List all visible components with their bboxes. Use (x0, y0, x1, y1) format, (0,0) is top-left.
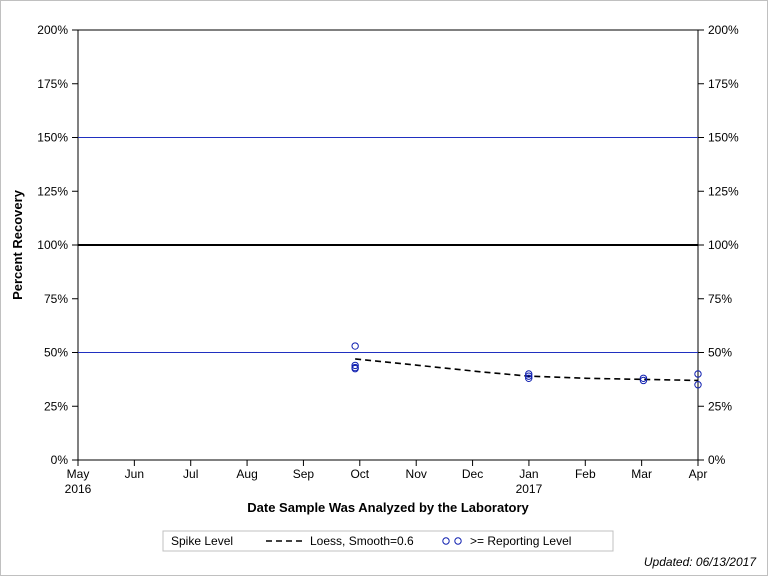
ytick-label-right: 200% (708, 23, 739, 37)
ytick-label-right: 75% (708, 292, 732, 306)
updated-text: Updated: 06/13/2017 (644, 555, 757, 569)
chart-container: 0% 0% 25% 25% 50% 50% 75% 75% 100% 100% 125% 125% 15… (0, 0, 768, 576)
legend-spike-label: Spike Level (171, 534, 233, 548)
ytick-label: 150% (37, 131, 68, 145)
ytick-label-right: 50% (708, 346, 732, 360)
xtick-label: Jun (125, 467, 144, 481)
xtick-label: Aug (236, 467, 257, 481)
xtick-sublabel: 2017 (516, 482, 543, 496)
xtick-label: Nov (406, 467, 427, 481)
ytick-label: 25% (44, 399, 68, 413)
ytick-label-right: 0% (708, 453, 726, 467)
xtick-label: Jul (183, 467, 198, 481)
xtick-label: Oct (350, 467, 369, 481)
xtick-label: Jan (519, 467, 538, 481)
ytick-label: 175% (37, 77, 68, 91)
outer-border (1, 1, 768, 576)
legend-marker-label: >= Reporting Level (470, 534, 571, 548)
ytick-label-right: 175% (708, 77, 739, 91)
ytick-label: 0% (51, 453, 69, 467)
ytick-label-right: 100% (708, 238, 739, 252)
ytick-label: 50% (44, 346, 68, 360)
xtick-sublabel: 2016 (65, 482, 92, 496)
xtick-label: May (67, 467, 90, 481)
xtick-label: Sep (293, 467, 315, 481)
xtick-label: Apr (689, 467, 708, 481)
y-axis-label: Percent Recovery (10, 189, 25, 300)
ytick-label: 125% (37, 184, 68, 198)
x-axis-label: Date Sample Was Analyzed by the Laborato… (247, 500, 529, 515)
legend-loess-label: Loess, Smooth=0.6 (310, 534, 414, 548)
ytick-label: 200% (37, 23, 68, 37)
ytick-label-right: 25% (708, 399, 732, 413)
xtick-label: Dec (462, 467, 483, 481)
ytick-label: 100% (37, 238, 68, 252)
xtick-label: Mar (631, 467, 652, 481)
chart-svg: 0% 0% 25% 25% 50% 50% 75% 75% 100% 100% 125% 125% 15… (0, 0, 768, 576)
ytick-label: 75% (44, 292, 68, 306)
ytick-label-right: 125% (708, 184, 739, 198)
xtick-label: Feb (575, 467, 596, 481)
ytick-label-right: 150% (708, 131, 739, 145)
